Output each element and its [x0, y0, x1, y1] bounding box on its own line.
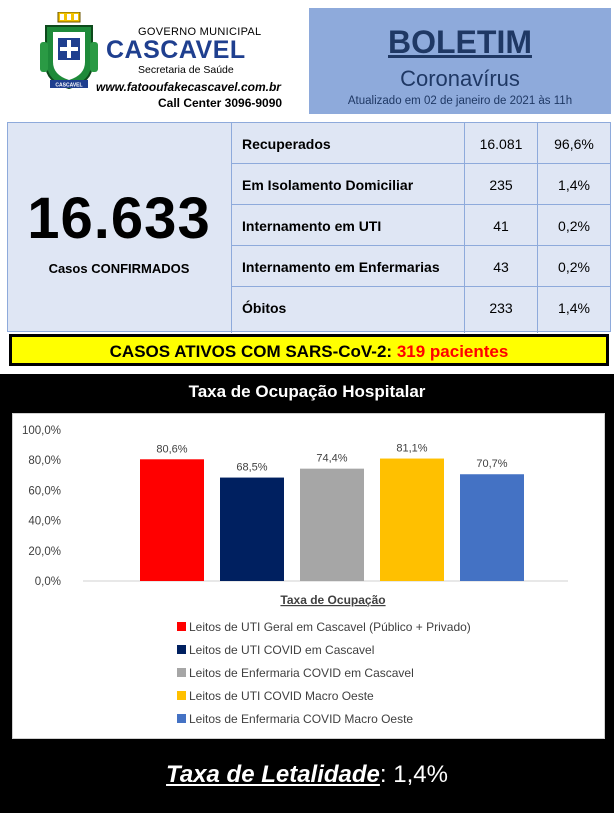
table-divider	[231, 123, 232, 333]
bulletin-box: BOLETIM Coronavírus Atualizado em 02 de …	[309, 8, 611, 114]
chart-title-bar: Taxa de Ocupação Hospitalar	[0, 374, 614, 408]
bulletin-subtitle: Coronavírus	[400, 66, 520, 91]
lethality-rate: Taxa de Letalidade: 1,4%	[0, 761, 614, 789]
table-row: Em Isolamento Domiciliar 235 1,4%	[232, 164, 610, 205]
legend-label: Leitos de Enfermaria COVID Macro Oeste	[189, 712, 414, 726]
table-row: Recuperados 16.081 96,6%	[232, 123, 610, 164]
row-count: 16.081	[479, 136, 523, 152]
active-cases-banner: CASOS ATIVOS COM SARS-CoV-2: 319 pacient…	[9, 334, 609, 366]
lethality-value: : 1,4%	[379, 761, 448, 788]
bar	[380, 458, 444, 581]
bulletin-title: BOLETIM	[388, 24, 532, 60]
table-row: Internamento em Enfermarias 43 0,2%	[232, 246, 610, 287]
chart-title: Taxa de Ocupação Hospitalar	[188, 382, 426, 401]
y-tick-label: 80,0%	[28, 455, 61, 467]
legend-swatch	[177, 622, 186, 631]
bar-data-label: 80,6%	[156, 443, 187, 455]
bar-data-label: 70,7%	[476, 458, 507, 470]
government-label: GOVERNO MUNICIPAL	[138, 26, 262, 38]
footer: Taxa de Letalidade: 1,4%	[0, 741, 614, 813]
legend-swatch	[177, 714, 186, 723]
row-percent: 96,6%	[554, 136, 594, 152]
call-center: Call Center 3096-9090	[158, 96, 283, 110]
y-tick-label: 100,0%	[22, 425, 61, 437]
confirmed-cases-number: 16.633	[27, 186, 211, 251]
legend-label: Leitos de UTI COVID Macro Oeste	[189, 689, 374, 703]
bar-chart: 0,0% 20,0% 40,0% 60,0% 80,0% 100,0% 80,6% 68,5%…	[22, 425, 568, 607]
confirmed-cases-label: Casos CONFIRMADOS	[48, 261, 190, 276]
bar-data-label: 68,5%	[236, 462, 267, 474]
row-label: Em Isolamento Domiciliar	[242, 177, 414, 193]
legend-label: Leitos de UTI Geral em Cascavel (Público…	[189, 620, 471, 634]
logo-ribbon-text: CASCAVEL	[55, 83, 82, 89]
bulletin-updated: Atualizado em 02 de janeiro de 2021 às 1…	[347, 95, 573, 107]
bar	[300, 468, 364, 581]
legend-label: Leitos de Enfermaria COVID em Cascavel	[189, 666, 414, 680]
bar-data-label: 81,1%	[396, 443, 427, 455]
website-link[interactable]: www.fatooufakecascavel.com.br	[96, 80, 281, 94]
x-axis-title: Taxa de Ocupação	[280, 593, 385, 607]
legend-swatch	[177, 691, 186, 700]
row-percent: 1,4%	[558, 300, 590, 316]
summary-table: 16.633 Casos CONFIRMADOS Recuperados 16.…	[7, 122, 611, 333]
row-count: 41	[493, 218, 509, 234]
legend-swatch	[177, 645, 186, 654]
city-name: CASCAVEL	[106, 36, 246, 64]
bar	[220, 477, 284, 581]
row-count: 233	[489, 300, 513, 316]
row-count: 43	[493, 259, 509, 275]
table-row: Óbitos 233 1,4%	[232, 287, 610, 328]
active-cases-value: 319 pacientes	[396, 342, 509, 361]
chart-panel: 0,0% 20,0% 40,0% 60,0% 80,0% 100,0% 80,6% 68,5%…	[12, 413, 605, 739]
row-label: Internamento em Enfermarias	[242, 259, 440, 275]
y-tick-label: 60,0%	[28, 485, 61, 497]
table-divider	[464, 123, 465, 333]
y-tick-label: 20,0%	[28, 546, 61, 558]
legend-swatch	[177, 668, 186, 677]
lethality-label: Taxa de Letalidade	[166, 761, 380, 788]
row-percent: 0,2%	[558, 218, 590, 234]
header: CASCAVEL GOVERNO MUNICIPAL CASCAVEL Secr…	[0, 0, 614, 118]
table-row: Internamento em UTI 41 0,2%	[232, 205, 610, 246]
row-label: Óbitos	[242, 300, 287, 316]
row-label: Recuperados	[242, 136, 331, 152]
row-count: 235	[489, 177, 513, 193]
row-percent: 0,2%	[558, 259, 590, 275]
department-name: Secretaria de Saúde	[138, 64, 234, 76]
row-percent: 1,4%	[558, 177, 590, 193]
bar	[140, 459, 204, 581]
legend-label: Leitos de UTI COVID em Cascavel	[189, 643, 375, 657]
bar-data-label: 74,4%	[316, 453, 347, 465]
row-label: Internamento em UTI	[242, 218, 382, 234]
active-cases-label: CASOS ATIVOS COM SARS-CoV-2:	[109, 342, 393, 361]
y-tick-label: 0,0%	[35, 576, 61, 588]
cascavel-coat-of-arms-logo: CASCAVEL	[40, 12, 98, 90]
table-divider	[537, 123, 538, 333]
y-tick-label: 40,0%	[28, 516, 61, 528]
bar	[460, 474, 524, 581]
